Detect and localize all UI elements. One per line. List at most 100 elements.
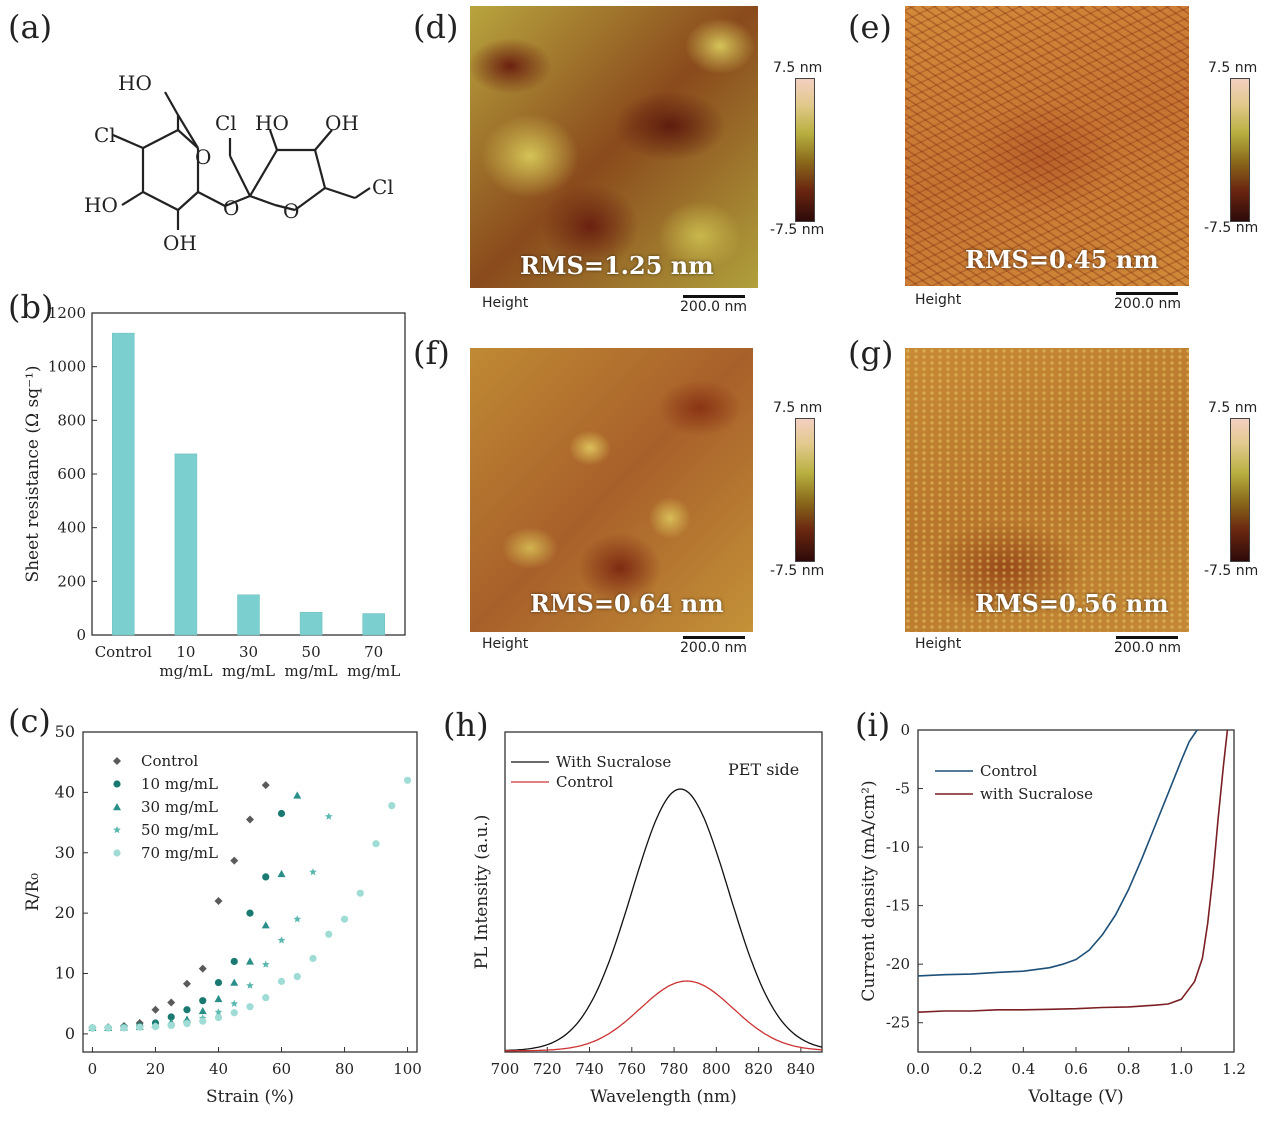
panel-label-b: (b): [8, 288, 54, 326]
chart-i-ytick-label-5: -25: [886, 1014, 910, 1032]
chart-c-point-4-3: [136, 1023, 144, 1031]
chart-c-point-4-6: [183, 1020, 191, 1028]
chart-b-sheet-resistance: 0 200 400 600 800 1000 1200 Sheet resistance (Ω…: [23, 304, 406, 680]
chart-h-legend-label-0: With Sucralose: [556, 753, 671, 771]
chart-c-series-4: [88, 776, 412, 1032]
chart-c-axes-frame: [82, 731, 418, 1053]
chart-i-xtick-label-1: 0.2: [959, 1060, 983, 1078]
chart-c-ylabel: R/R₀: [23, 873, 43, 911]
afm-scalebar-g: [1116, 636, 1178, 639]
chart-c-point-4-2: [120, 1024, 128, 1032]
chart-c-legend-marker-1: [113, 780, 121, 788]
chart-i-ytick-label-3: -15: [886, 897, 910, 915]
chart-b-bar-2: [237, 594, 260, 636]
chart-c-ytick-label-4: 40: [55, 782, 75, 801]
afm-rms-e: RMS=0.45 nm: [965, 245, 1159, 274]
afm-colorbar-f: [795, 418, 815, 562]
afm-cbar-top-e: 7.5 nm: [1208, 60, 1258, 76]
chart-i-series-1: [917, 729, 1229, 1013]
chart-c-xtick-label-4: 80: [335, 1060, 354, 1078]
chart-b-xtick-label-0: Control: [95, 643, 152, 661]
afm-height-label-f: Height: [482, 636, 529, 652]
chart-i-ylabel: Current density (mA/cm²): [859, 780, 879, 1001]
chart-c-point-3-12: [277, 936, 286, 944]
chart-c-point-1-11: [262, 873, 270, 881]
chart-i-series-0: [917, 729, 1198, 977]
chart-c-point-3-13: [293, 915, 302, 923]
afm-cbar-top-d: 7.5 nm: [773, 60, 823, 76]
mol-label-oh-right: OH: [325, 111, 359, 135]
chart-b-ylabel: Sheet resistance (Ω sq⁻¹): [23, 365, 43, 582]
chart-h-xtick-label-7: 840: [787, 1060, 816, 1078]
chart-b-ytick-label-6: 1200: [48, 304, 86, 322]
mol-label-ho-right: HO: [255, 111, 289, 135]
chart-i-xtick-label-5: 1.0: [1169, 1060, 1193, 1078]
panel-label-i: (i): [855, 706, 891, 744]
chart-c-point-3-9: [230, 999, 238, 1007]
afm-scale-label-f: 200.0 nm: [680, 640, 748, 656]
chart-c-xlabel: Strain (%): [206, 1087, 294, 1107]
afm-image-f: RMS=0.64 nm: [470, 348, 753, 632]
panel-label-d: (d): [413, 8, 459, 46]
chart-b-xtick-label-1: 10 mg/mL: [159, 643, 212, 680]
mol-label-ho-left: HO: [84, 193, 118, 217]
chart-b-axes-frame: [91, 312, 406, 636]
chart-i-ytick-label-4: -20: [886, 955, 910, 973]
chart-c-point-3-8: [214, 1008, 223, 1016]
chart-c-series-0: [88, 781, 270, 1032]
chart-h-xtick-label-4: 780: [660, 1060, 689, 1078]
panel-label-f: (f): [413, 334, 450, 372]
afm-scalebar-e: [1116, 292, 1178, 295]
chart-h-axes-frame: [504, 731, 823, 1053]
chart-c-point-4-20: [403, 776, 412, 784]
chart-b-ytick-label-5: 1000: [48, 358, 86, 376]
chart-c-point-1-9: [230, 957, 238, 966]
chart-h-pl: 700 720 740 760 780 800 820 840 Wavelength (nm) P…: [472, 731, 823, 1107]
chart-c-point-4-16: [340, 915, 349, 923]
chart-c-legend-marker-2: [113, 803, 121, 811]
chart-c-xtick-label-2: 40: [209, 1060, 228, 1078]
chart-c-ytick-label-1: 10: [55, 964, 75, 983]
chart-h-xtick-label-5: 800: [702, 1060, 731, 1078]
chart-c-legend-marker-0: [113, 757, 121, 765]
chart-c-point-0-7: [198, 964, 207, 973]
chart-c-point-4-12: [277, 977, 286, 985]
chart-c-point-4-11: [262, 994, 270, 1002]
mol-label-ho-top: HO: [118, 71, 152, 95]
chart-c-ytick-label-3: 30: [55, 843, 75, 862]
chart-i-legend-label-1: with Sucralose: [980, 785, 1093, 803]
chart-c-legend-label-0: Control: [141, 752, 198, 770]
chart-b-bar-1: [174, 453, 198, 636]
afm-image-e: RMS=0.45 nm: [905, 6, 1189, 286]
chart-c-point-4-1: [104, 1024, 112, 1032]
chart-c-point-2-11: [261, 921, 270, 929]
chart-c-point-0-4: [151, 1005, 160, 1014]
mol-label-o-bridge: O: [223, 196, 239, 220]
afm-image-d: RMS=1.25 nm: [470, 6, 758, 288]
afm-cbar-bottom-e: -7.5 nm: [1204, 220, 1259, 236]
chart-c-point-2-7: [198, 1006, 207, 1015]
panel-label-g: (g): [848, 334, 894, 372]
chart-c-point-0-11: [261, 781, 270, 790]
afm-height-label-d: Height: [482, 295, 529, 311]
chart-h-series-0: [505, 788, 823, 1052]
chart-h-xtick-label-2: 740: [575, 1060, 604, 1078]
mol-label-cl-left: Cl: [94, 123, 116, 147]
afm-height-label-e: Height: [915, 292, 962, 308]
chart-i-ytick-label-1: -5: [895, 780, 910, 798]
chart-c-point-0-6: [182, 979, 191, 988]
afm-scale-label-d: 200.0 nm: [680, 299, 748, 315]
panel-label-e: (e): [848, 8, 892, 46]
chart-c-point-0-8: [214, 897, 223, 906]
chart-c-legend-marker-3: [113, 826, 121, 834]
chart-c-point-2-13: [293, 791, 302, 799]
chart-c-point-4-8: [214, 1013, 223, 1022]
chart-b-xtick-label-3: 50 mg/mL: [285, 643, 338, 680]
chart-c-point-0-9: [230, 856, 239, 865]
chart-i-ytick-label-2: -10: [886, 838, 910, 856]
chart-i-jv: 0.0 0.2 0.4 0.6 0.8 1.0 1.2 0 -5 -10 -15 -20 -25 Volt…: [859, 721, 1246, 1107]
chart-b-ytick-label-4: 800: [57, 411, 86, 429]
chart-h-legend-label-1: Control: [556, 773, 613, 791]
chart-i-xtick-label-2: 0.4: [1011, 1060, 1035, 1078]
panel-label-c: (c): [8, 702, 51, 740]
